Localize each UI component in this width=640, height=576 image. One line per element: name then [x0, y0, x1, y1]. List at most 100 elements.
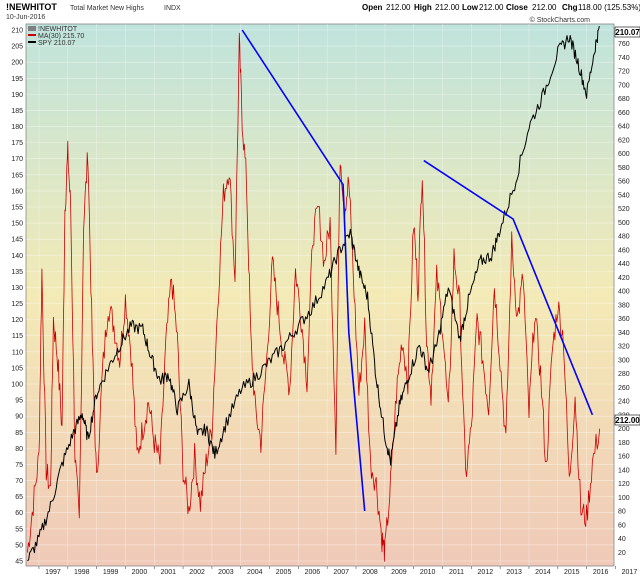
left-tick-label: 195: [11, 76, 23, 83]
right-tick-label: 420: [618, 275, 630, 282]
x-tick-label: 2009: [391, 569, 407, 576]
high-value: 212.00: [435, 3, 460, 12]
x-tick-label: 1999: [103, 569, 119, 576]
left-tick-label: 115: [12, 333, 23, 340]
right-tick-label: 580: [618, 165, 630, 172]
close-label: Close: [506, 3, 528, 12]
right-tick-label: 620: [618, 137, 630, 144]
right-tick-label: 600: [618, 151, 630, 158]
legend: !NEWHITOT MA(30) 215.70 SPY 210.07: [28, 26, 84, 47]
right-tick-label: 680: [618, 96, 630, 103]
left-tick-label: 80: [15, 446, 23, 453]
x-tick-label: 2011: [449, 569, 464, 576]
x-tick-label: 2012: [478, 569, 494, 576]
svg-text:210.07: 210.07: [615, 28, 640, 37]
left-tick-label: 85: [15, 430, 23, 437]
chg-value: 118.00 (125.53%): [578, 3, 640, 12]
right-tick-label: 560: [618, 179, 630, 186]
right-tick-label: 180: [618, 440, 630, 447]
right-tick-label: 20: [618, 550, 626, 557]
right-tick-label: 520: [618, 206, 630, 213]
left-tick-label: 45: [15, 559, 23, 566]
legend-swatch-spy: [28, 41, 36, 43]
left-axis: 45 50 55 60 65 70 75 80 85 90 95 100 105 110 115 120 125…: [11, 28, 23, 566]
x-tick-label: 2003: [218, 569, 234, 576]
right-tick-label: 300: [618, 357, 630, 364]
left-tick-label: 175: [11, 140, 23, 147]
right-tick-label: 720: [618, 69, 630, 76]
ma30-line: [27, 32, 600, 562]
right-tick-label: 480: [618, 234, 630, 241]
left-tick-label: 210: [11, 28, 23, 35]
right-tick-label: 340: [618, 330, 630, 337]
x-tick-label: 2014: [535, 569, 551, 576]
left-tick-label: 70: [15, 478, 23, 485]
right-tick-label: 160: [618, 454, 630, 461]
last-value-tag-newhitot: 212.00: [614, 414, 640, 426]
x-tick-label: 2001: [160, 569, 176, 576]
right-tick-label: 40: [618, 536, 626, 543]
right-tick-label: 440: [618, 261, 630, 268]
x-tick-label: 2013: [506, 569, 522, 576]
left-tick-label: 120: [11, 317, 23, 324]
open-value: 212.00: [386, 3, 411, 12]
trend-line-1: [241, 29, 366, 512]
chart-exchange: INDX: [164, 5, 181, 12]
right-tick-label: 660: [618, 110, 630, 117]
legend-swatch-newhitot: [28, 26, 36, 31]
x-tick-label: 2006: [305, 569, 321, 576]
svg-text:212.00: 212.00: [615, 416, 640, 425]
left-tick-label: 145: [11, 237, 23, 244]
left-tick-label: 65: [15, 494, 23, 501]
x-tick-label: 1997: [45, 569, 61, 576]
legend-swatch-ma: [28, 34, 36, 36]
left-tick-label: 180: [11, 124, 23, 131]
legend-spy: SPY 210.07: [38, 40, 75, 47]
right-tick-label: 700: [618, 82, 630, 89]
left-tick-label: 200: [11, 60, 23, 67]
left-tick-label: 140: [11, 253, 23, 260]
left-tick-label: 130: [11, 285, 23, 292]
x-tick-label: 2017: [622, 569, 638, 576]
left-tick-label: 110: [12, 349, 23, 356]
chart-date: 10-Jun-2016: [6, 14, 45, 21]
right-tick-label: 740: [618, 55, 630, 62]
x-tick-label: 2005: [276, 569, 292, 576]
x-tick-label: 2016: [593, 569, 609, 576]
legend-ma: MA(30) 215.70: [38, 33, 84, 40]
right-tick-label: 540: [618, 192, 630, 199]
chg-label: Chg: [562, 3, 578, 12]
grid-lines: [26, 24, 616, 566]
left-tick-label: 165: [11, 172, 23, 179]
left-tick-label: 190: [11, 92, 23, 99]
right-tick-label: 500: [618, 220, 630, 227]
left-tick-label: 55: [15, 526, 23, 533]
right-tick-label: 140: [618, 467, 630, 474]
right-tick-label: 240: [618, 399, 630, 406]
right-tick-label: 100: [618, 495, 630, 502]
watermark: © StockCharts.com: [530, 16, 591, 24]
x-tick-label: 2008: [362, 569, 378, 576]
left-tick-label: 50: [15, 542, 23, 549]
x-tick-label: 2000: [132, 569, 148, 576]
right-tick-label: 120: [618, 481, 630, 488]
trend-line-2: [423, 159, 594, 416]
right-tick-label: 640: [618, 124, 630, 131]
spy-price-line: [27, 26, 600, 562]
left-tick-label: 160: [11, 188, 23, 195]
right-tick-label: 280: [618, 371, 630, 378]
left-tick-label: 155: [11, 205, 23, 212]
x-tick-label: 2004: [247, 569, 263, 576]
open-label: Open: [362, 3, 383, 12]
right-tick-label: 260: [618, 385, 630, 392]
left-tick-label: 90: [15, 414, 23, 421]
legend-newhitot: !NEWHITOT: [38, 26, 78, 33]
right-tick-label: 460: [618, 247, 630, 254]
right-tick-label: 380: [618, 302, 630, 309]
right-axis: 2040608010012014016018020022024026028030…: [618, 41, 630, 557]
right-tick-label: 760: [618, 41, 630, 48]
last-value-tag-spy: 210.07: [614, 26, 640, 38]
low-value: 212.00: [479, 3, 504, 12]
series-layer: [27, 26, 600, 562]
